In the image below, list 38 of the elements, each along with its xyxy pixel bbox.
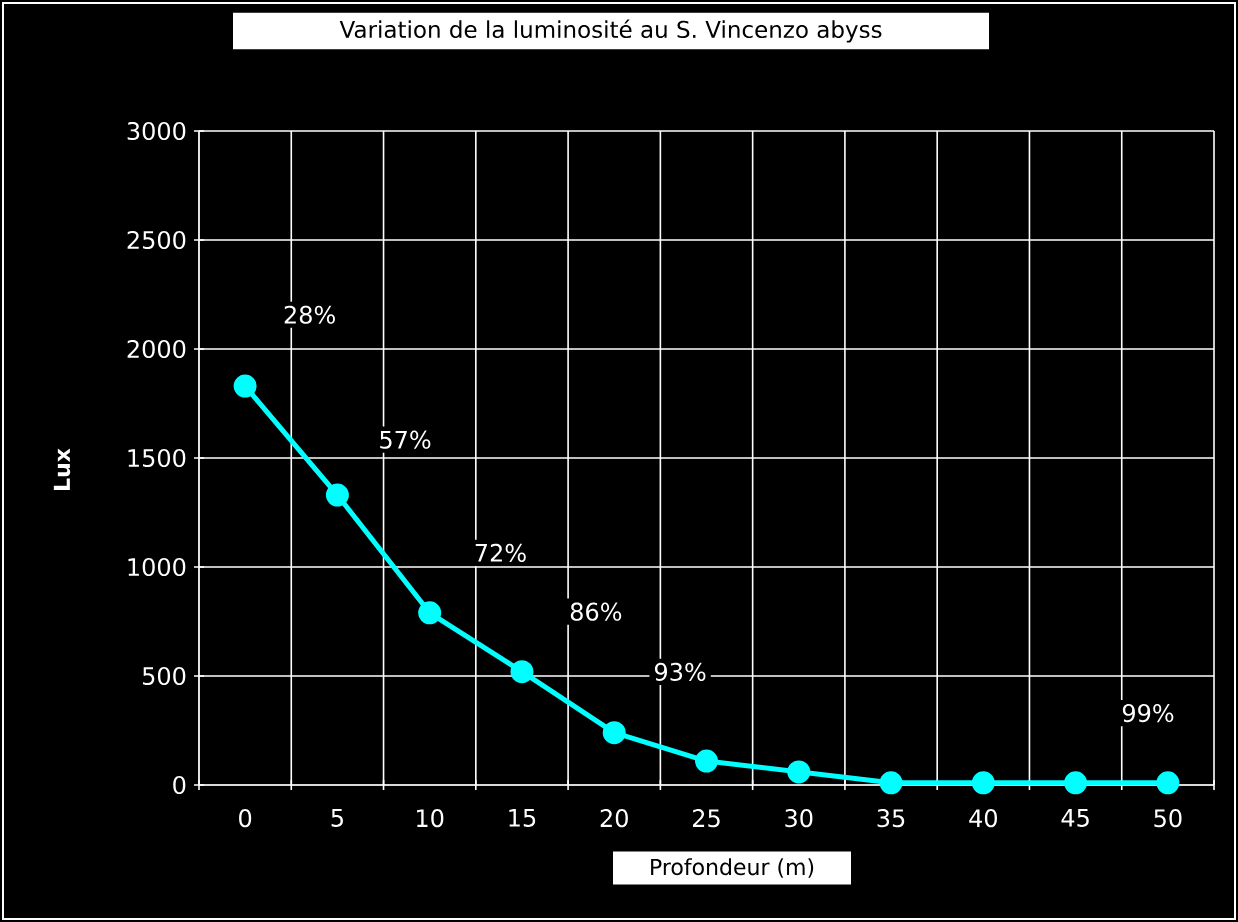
- y-tick-label: 3000: [127, 121, 186, 141]
- x-tick-label: 15: [509, 809, 536, 827]
- y-tick-label: 2000: [127, 339, 186, 359]
- annotation: 86%: [570, 602, 622, 621]
- x-tick-label: 35: [877, 809, 905, 828]
- x-tick-label: 25: [692, 809, 720, 828]
- point: [602, 721, 626, 745]
- chart-title: Variation de la luminosité au S. Vincenzo abyss: [339, 19, 882, 43]
- point: [325, 483, 349, 507]
- y-tick-label: 500: [142, 666, 186, 686]
- point: [1156, 771, 1180, 795]
- point: [1064, 771, 1088, 795]
- x-axis-title: Profondeur (m): [651, 858, 814, 878]
- point: [879, 771, 903, 795]
- annotation: 93%: [654, 662, 706, 681]
- x-tick-label: 30: [785, 809, 813, 828]
- x-tick-label: 50: [1154, 809, 1182, 828]
- point: [233, 374, 257, 398]
- x-tick-label: 10: [417, 809, 444, 828]
- y-tick-label: 0: [173, 775, 186, 795]
- annotation: 28%: [284, 305, 335, 324]
- y-tick-label: 2500: [127, 230, 186, 250]
- y-axis-title: Lux: [53, 448, 71, 490]
- annotation: 57%: [380, 430, 431, 449]
- y-tick-label: 1000: [128, 557, 186, 577]
- point: [787, 760, 811, 784]
- x-tick-label: 5: [331, 809, 343, 827]
- point: [510, 660, 534, 684]
- point: [695, 749, 719, 773]
- x-tick-label: 45: [1061, 809, 1089, 827]
- point: [418, 601, 442, 625]
- annotation: 72%: [475, 543, 526, 562]
- y-tick-label: 1500: [128, 448, 186, 468]
- x-tick-label: 20: [600, 809, 628, 828]
- annotation: 99%: [1122, 703, 1174, 723]
- point: [971, 771, 995, 795]
- x-tick-label: 0: [239, 809, 252, 828]
- x-tick-label: 40: [969, 809, 997, 828]
